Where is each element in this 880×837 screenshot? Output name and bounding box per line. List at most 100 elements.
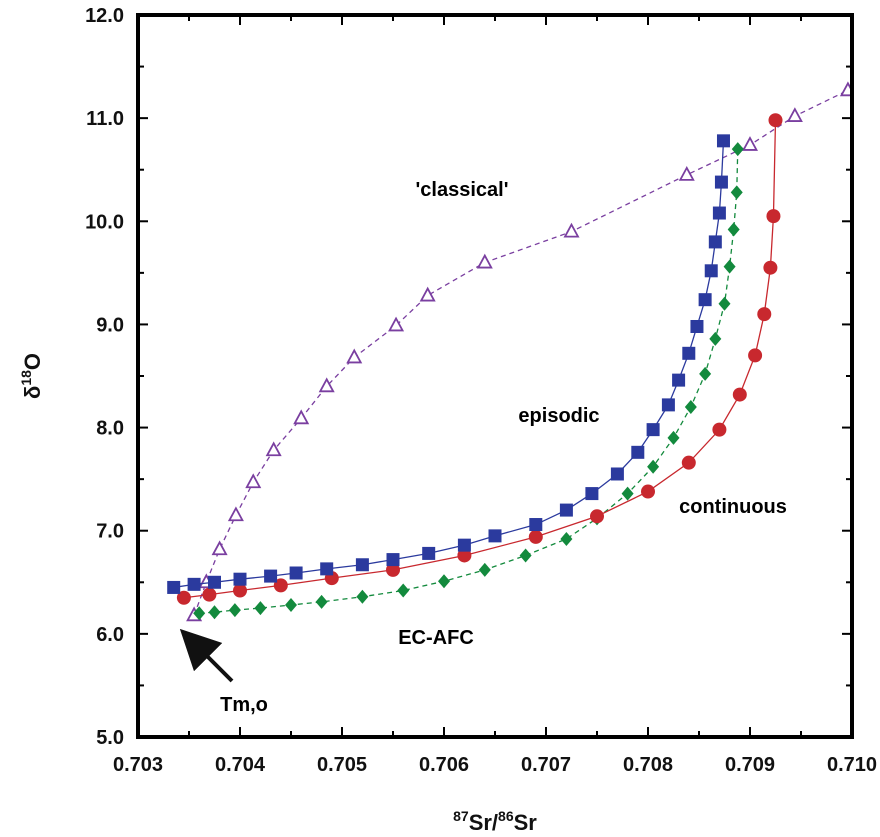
data-point [563,222,580,238]
data-point [709,331,722,346]
data-point [631,445,645,459]
data-point [265,441,282,457]
y-axis-label: δ18O [18,353,45,399]
data-point [356,589,369,604]
tick-labels: 0.703 0.704 0.705 0.706 0.707 0.708 0.709 0.710… [85,5,877,776]
y-tick-label: 11.0 [86,108,124,130]
series-ec-afc [193,142,744,621]
data-point [457,548,472,563]
data-point [786,107,803,122]
series-layer [167,81,852,622]
data-point [690,319,704,333]
data-point [723,259,736,274]
series-episodic [167,134,730,594]
data-point [386,553,400,567]
plot-frame [136,13,854,739]
data-point [254,601,267,616]
data-point [233,583,247,598]
y-tick-label: 8.0 [96,418,124,440]
data-point [641,484,655,499]
data-point [228,603,241,618]
x-tick-label: 0.707 [521,754,571,776]
series-line-classical [193,86,852,616]
data-point [684,399,697,414]
data-point [560,531,573,546]
data-point [273,578,288,593]
data-point [682,346,696,360]
data-point [320,562,334,576]
data-point [661,398,675,412]
x-tick-label: 0.710 [827,754,877,776]
data-point [193,606,206,621]
data-point [716,134,730,148]
data-point [731,142,744,157]
data-point [285,597,297,612]
data-point [766,209,781,224]
data-point [528,529,543,544]
y-tick-label: 7.0 [96,521,124,543]
x-axis-label: 87Sr/86Sr [453,808,537,835]
data-point [714,175,728,189]
annotation-ec-afc: EC-AFC [398,627,474,649]
data-point [227,506,244,522]
data-point [712,206,726,220]
data-point [388,316,405,332]
data-point [768,113,783,128]
data-point [610,467,624,481]
data-point [529,518,543,532]
data-point [741,136,759,151]
annotation-episodic: episodic [518,405,599,427]
data-point [519,548,532,563]
x-tick-label: 0.706 [419,754,469,776]
x-tick-label: 0.708 [623,754,673,776]
data-point [699,366,712,381]
x-tick-label: 0.703 [113,754,163,776]
data-point [208,605,221,620]
data-point [208,575,221,589]
data-point [315,594,328,609]
data-point [187,577,201,591]
series-line-episodic [173,140,725,589]
data-point [346,348,363,364]
data-point [176,590,191,605]
data-point [559,503,573,517]
data-point [167,580,181,594]
data-point [457,538,471,552]
y-tick-label: 10.0 [85,211,124,233]
data-point [264,569,278,583]
y-tick-label: 9.0 [96,314,124,336]
annotation-classical: 'classical' [416,179,509,201]
data-point [438,574,450,589]
data-point [727,222,740,237]
data-point [667,430,680,445]
data-point [488,529,502,543]
data-point [621,486,634,501]
data-point [730,185,743,200]
data-point [318,377,335,393]
axis-ticks [137,14,853,738]
data-point [708,235,722,249]
data-point [585,487,599,501]
data-point [422,546,436,560]
y-tick-label: 6.0 [96,624,124,646]
x-tick-label: 0.704 [215,754,266,776]
data-point [211,540,228,556]
data-point [202,587,217,602]
data-point [355,558,369,572]
data-point [698,293,712,307]
data-point [646,423,660,437]
data-point [678,165,695,181]
data-point [478,562,491,577]
series-continuous [176,113,783,605]
x-tick-label: 0.705 [317,754,367,776]
tmo-arrow [179,628,234,683]
data-point [732,387,747,402]
annotation-tmo: Tm,o [220,694,268,716]
data-point [763,260,778,275]
y-tick-label: 12.0 [85,5,124,27]
data-point [672,373,686,387]
data-point [245,473,262,489]
data-point [712,422,727,437]
data-point [419,286,436,302]
